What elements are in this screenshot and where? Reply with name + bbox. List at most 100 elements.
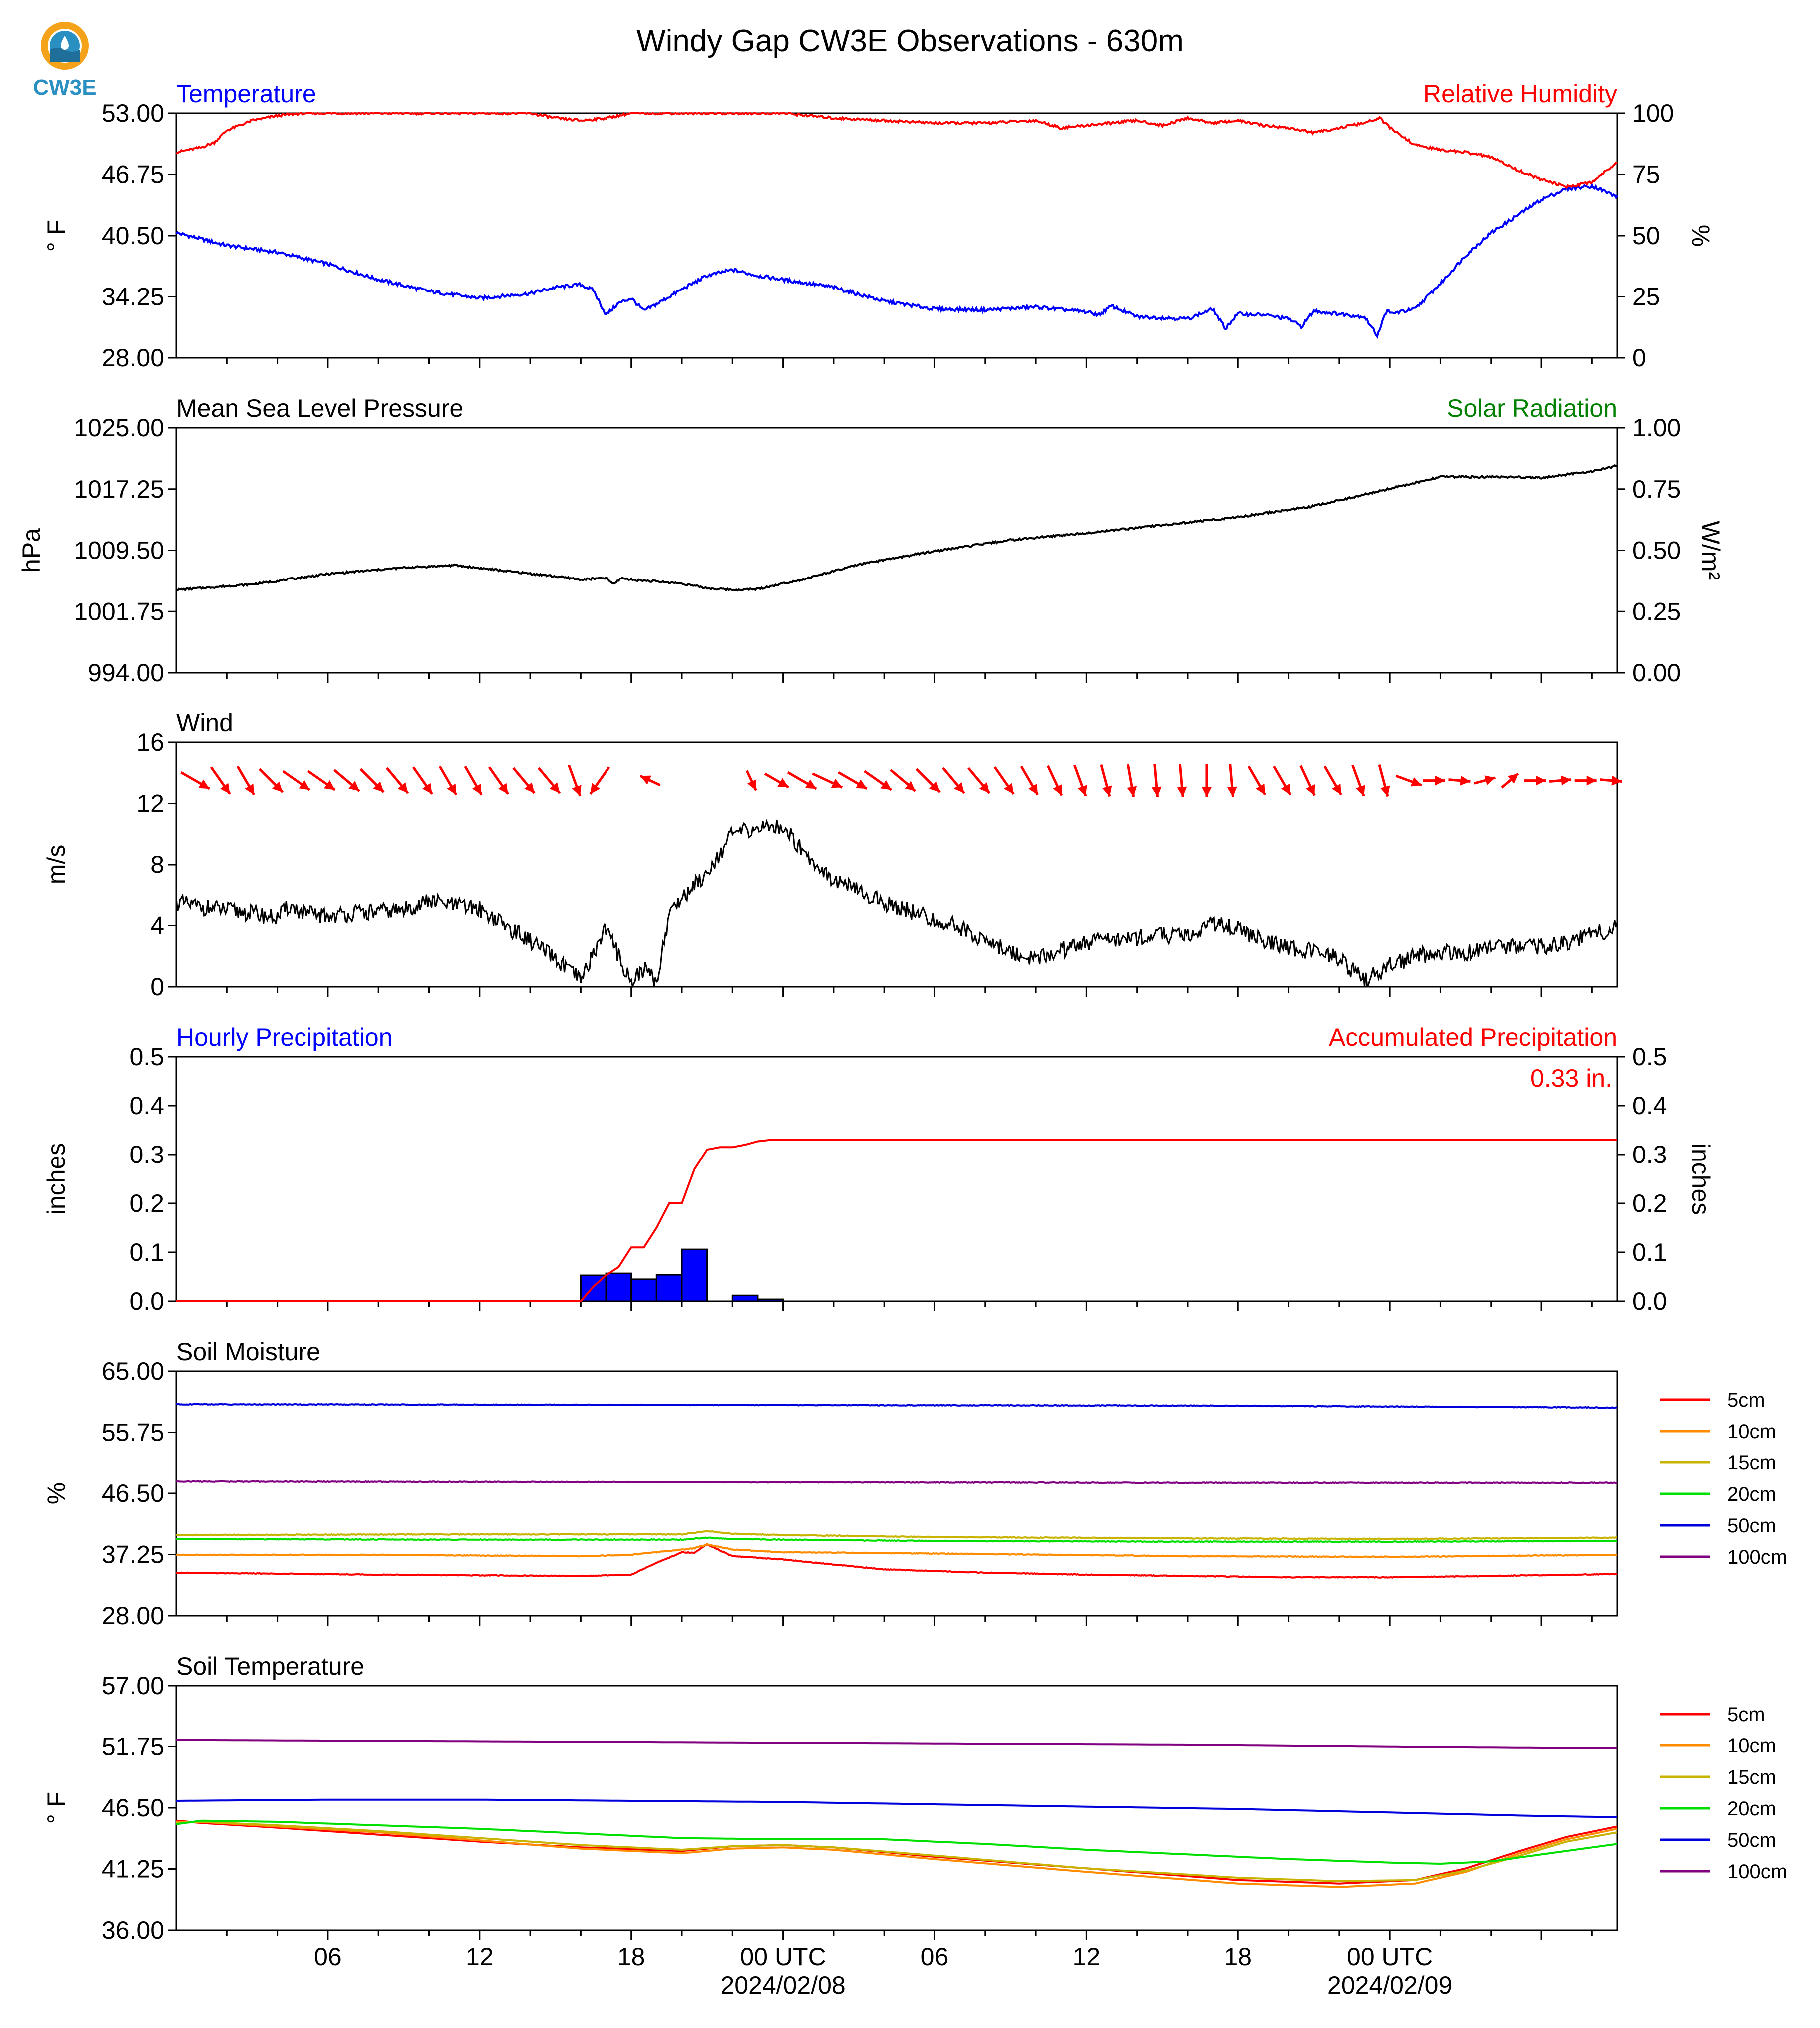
wind-arrow bbox=[1073, 764, 1087, 797]
wind-arrow-head bbox=[1460, 775, 1471, 786]
legend-label: 50cm bbox=[1727, 1515, 1776, 1537]
y-axis-label: hPa bbox=[17, 528, 45, 573]
wind-arrow-head bbox=[905, 781, 916, 791]
wind-arrow-head bbox=[447, 783, 456, 795]
panel-2: 16 12 8 4 0 Wind m/s bbox=[42, 709, 1622, 1001]
wind-arrow bbox=[745, 770, 757, 791]
wind-arrow bbox=[1227, 764, 1237, 797]
wind-arrow bbox=[236, 765, 255, 796]
x-tick-label: 12 bbox=[466, 1943, 494, 1971]
wind-arrow bbox=[1378, 764, 1390, 797]
wind-arrow bbox=[915, 768, 941, 793]
y-tick-label-right: 1.00 bbox=[1632, 414, 1681, 442]
panel-frame bbox=[175, 1370, 1618, 1617]
series-line-15cm bbox=[176, 1820, 1618, 1883]
y-tick-label: 0.2 bbox=[129, 1189, 164, 1217]
precip-bar bbox=[605, 1272, 632, 1302]
series-line-5cm bbox=[176, 1543, 1618, 1579]
legend-label: 5cm bbox=[1727, 1389, 1765, 1411]
wind-arrow bbox=[1448, 775, 1471, 786]
wind-arrow-head bbox=[1435, 775, 1445, 786]
y-axis-label: m/s bbox=[42, 845, 70, 885]
y-tick-label: 41.25 bbox=[102, 1855, 164, 1883]
wind-arrow-head bbox=[1484, 775, 1496, 785]
wind-arrow-head bbox=[324, 780, 335, 790]
series-line-10cm bbox=[176, 1821, 1618, 1888]
x-date-label: 2024/02/08 bbox=[720, 1971, 845, 1999]
panel-1: 1025.00 1017.25 1009.50 1001.75 994.00 1.00 0.… bbox=[17, 394, 1725, 687]
wind-arrow-head bbox=[1410, 777, 1422, 787]
series-line-relative-humidity bbox=[176, 112, 1618, 189]
panel-right-title: Solar Radiation bbox=[1447, 394, 1617, 422]
wind-arrow-head bbox=[1077, 785, 1087, 796]
wind-arrow bbox=[537, 767, 561, 794]
series-line-100cm bbox=[176, 1739, 1618, 1749]
y-tick-label-right: 0.2 bbox=[1632, 1189, 1667, 1217]
y-tick-label: 0.4 bbox=[129, 1092, 164, 1120]
y-tick-label: 8 bbox=[150, 851, 164, 878]
wind-arrow bbox=[1100, 764, 1112, 797]
wind-arrow bbox=[333, 769, 360, 792]
precip-bar bbox=[757, 1298, 784, 1302]
wind-arrow bbox=[812, 772, 843, 789]
wind-arrow bbox=[639, 774, 661, 787]
y-tick-label: 51.75 bbox=[102, 1733, 164, 1761]
wind-arrow-head bbox=[1507, 773, 1518, 784]
y-tick-label: 1025.00 bbox=[74, 414, 164, 442]
wind-arrow bbox=[1524, 775, 1546, 786]
wind-arrow bbox=[890, 769, 917, 792]
y-axis-label-right: inches bbox=[1687, 1143, 1715, 1215]
y-axis-label: inches bbox=[42, 1143, 70, 1215]
wind-arrow-head bbox=[549, 782, 560, 793]
wind-arrow-head bbox=[1611, 775, 1622, 786]
x-tick-label: 18 bbox=[617, 1943, 645, 1971]
y-tick-label: 0.1 bbox=[129, 1238, 164, 1266]
legend: 5cm 10cm 15cm 20cm 50cm 100cm bbox=[1660, 1704, 1787, 1883]
wind-arrow bbox=[1395, 774, 1422, 787]
wind-arrow-head bbox=[1004, 783, 1014, 794]
legend-label: 50cm bbox=[1727, 1829, 1776, 1851]
y-tick-label: 46.50 bbox=[102, 1479, 164, 1507]
panel-left-title: Soil Moisture bbox=[176, 1338, 320, 1366]
wind-arrow bbox=[180, 771, 210, 790]
wind-arrow-head bbox=[472, 783, 482, 795]
y-tick-label-right: 0.1 bbox=[1632, 1238, 1667, 1266]
wind-arrow-head bbox=[856, 779, 867, 789]
y-tick-label: 57.00 bbox=[102, 1672, 164, 1700]
y-tick-label-right: 100 bbox=[1632, 99, 1674, 127]
legend-label: 100cm bbox=[1727, 1861, 1787, 1883]
y-tick-label: 1009.50 bbox=[74, 537, 164, 565]
wind-arrow bbox=[1474, 775, 1496, 785]
wind-arrow-head bbox=[348, 781, 360, 791]
panel-right-title: Relative Humidity bbox=[1423, 80, 1617, 108]
wind-arrow-head bbox=[397, 782, 408, 793]
wind-arrow-head bbox=[245, 783, 254, 795]
wind-arrow bbox=[1423, 775, 1445, 786]
wind-arrow-head bbox=[1053, 784, 1062, 796]
y-tick-label-right: 0.50 bbox=[1632, 537, 1681, 565]
wind-arrow-head bbox=[1305, 784, 1315, 796]
logo-text: CW3E bbox=[33, 75, 96, 100]
wind-arrow bbox=[993, 766, 1015, 795]
panel-0: 53.00 46.75 40.50 34.25 28.00 100 75 50 25 0 Tempe… bbox=[42, 80, 1715, 372]
y-tick-label-right: 0.75 bbox=[1632, 475, 1681, 503]
y-tick-label: 37.25 bbox=[102, 1541, 164, 1569]
x-tick-label: 18 bbox=[1224, 1943, 1252, 1971]
wind-arrow bbox=[438, 765, 458, 796]
precip-bar bbox=[655, 1274, 683, 1302]
wind-arrow-head bbox=[640, 775, 652, 785]
wind-arrow bbox=[838, 771, 868, 790]
y-tick-label: 0.5 bbox=[129, 1043, 164, 1071]
wind-arrow bbox=[210, 766, 231, 795]
series-line-50cm bbox=[176, 1798, 1618, 1818]
panel-right-title: Accumulated Precipitation bbox=[1329, 1023, 1617, 1051]
wind-arrow-head bbox=[1127, 786, 1137, 797]
wind-arrow-head bbox=[590, 783, 601, 794]
y-tick-label: 40.50 bbox=[102, 222, 164, 250]
wind-arrow-head bbox=[198, 779, 210, 789]
wind-arrow-head bbox=[299, 780, 310, 790]
wind-arrow bbox=[1273, 765, 1292, 796]
y-tick-label-right: 0.25 bbox=[1632, 597, 1681, 625]
